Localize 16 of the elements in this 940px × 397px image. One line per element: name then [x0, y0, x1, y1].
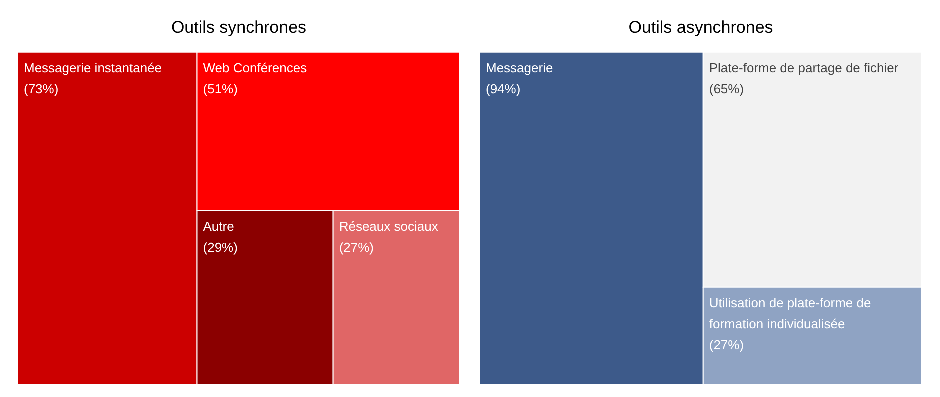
- data-label: (73%): [24, 81, 59, 96]
- data-label: (51%): [203, 81, 238, 96]
- text: Outils asynchrones: [628, 18, 774, 37]
- category-label: Plate-forme de partage de fichier: [709, 60, 900, 76]
- data-label: (65%): [709, 81, 744, 96]
- category-label: Autre: [203, 219, 234, 234]
- category-label: Réseaux sociaux: [339, 219, 439, 234]
- data-label: (29%): [203, 240, 238, 256]
- text: Outils synchrones: [171, 18, 307, 37]
- category-label: Web Conférences: [203, 60, 308, 76]
- data-label: (94%): [486, 81, 521, 96]
- category-label: Utilisation de plate-forme de formation individualisée: [709, 295, 872, 332]
- data-label: (27%): [339, 240, 374, 256]
- category-label: Messagerie instantanée: [24, 60, 162, 76]
- category-label: Messagerie: [486, 60, 554, 76]
- data-label: (27%): [709, 337, 744, 352]
